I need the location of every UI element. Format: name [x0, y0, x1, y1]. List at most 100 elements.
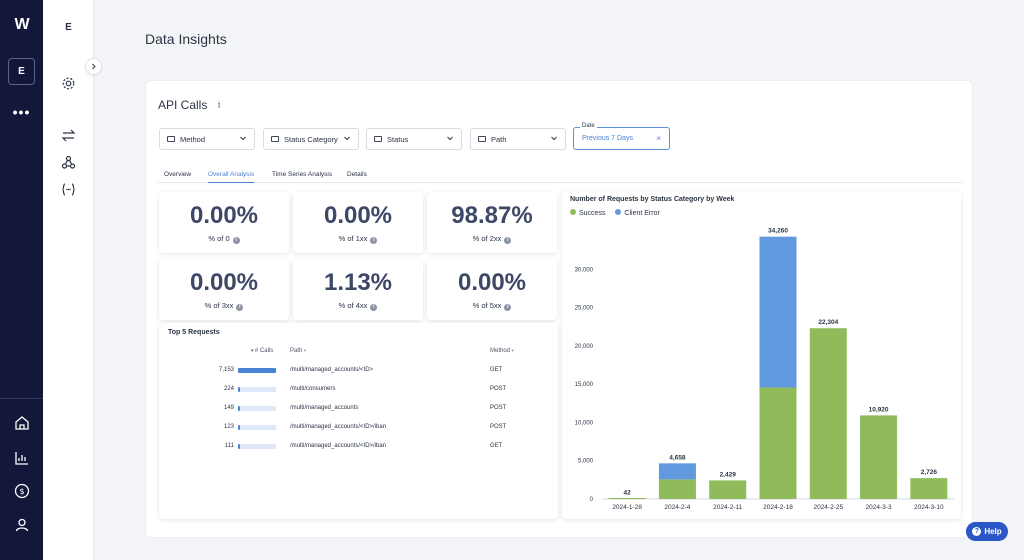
info-icon[interactable]: i	[504, 304, 512, 311]
top-requests-title: Top 5 Requests	[168, 329, 220, 336]
bar-success[interactable]	[910, 478, 948, 499]
info-icon[interactable]: i	[214, 99, 224, 110]
webhooks-icon[interactable]	[60, 154, 77, 171]
table-row[interactable]: 7,153/multi/managed_accounts/<ID> GET	[159, 363, 558, 381]
app-logo[interactable]: W	[14, 16, 29, 33]
tab-time-series-analysis[interactable]: Time Series Analysis	[272, 171, 333, 178]
table-row[interactable]: 224/multi/consumers POST	[159, 382, 558, 400]
stat-value: 0.00%	[457, 269, 527, 296]
billing-icon[interactable]: $	[13, 482, 31, 500]
tab-overall-analysis[interactable]: Overall Analysis	[208, 171, 255, 183]
date-filter-value: Previous 7 Days	[582, 135, 633, 142]
table-row[interactable]: 123/multi/managed_accounts/<ID>/iban POST	[159, 420, 558, 438]
info-icon[interactable]: i	[370, 304, 378, 311]
y-tick-label: 10,000	[575, 420, 594, 426]
path-filter-label: Path	[491, 135, 507, 144]
chart-title: Number of Requests by Status Category by…	[570, 196, 735, 203]
calls-bar-track	[238, 368, 276, 373]
bar-client-error[interactable]	[759, 236, 797, 388]
request-path: /multi/managed_accounts/<ID>/iban	[290, 443, 387, 449]
y-tick-label: 15,000	[575, 382, 594, 388]
stat-value: 0.00%	[189, 269, 259, 296]
info-icon[interactable]: i	[370, 237, 378, 244]
legend-label: Success	[579, 209, 606, 217]
x-tick-label: 2024-2-18	[763, 504, 793, 511]
workspace-switcher[interactable]: E	[8, 58, 35, 85]
stat-value: 0.00%	[323, 202, 393, 229]
help-icon: ?	[972, 527, 982, 536]
status-category-filter[interactable]: Status Category	[263, 128, 359, 150]
calls-bar	[238, 444, 240, 449]
bar-success[interactable]	[608, 498, 646, 499]
home-icon[interactable]	[13, 414, 31, 432]
bar-total-label: 4,658	[669, 454, 686, 461]
svg-text:$: $	[19, 487, 24, 496]
info-icon[interactable]: i	[236, 304, 244, 311]
svg-text:i: i	[218, 101, 221, 110]
legend-item-success[interactable]: Success	[570, 209, 606, 217]
stat-tile-4xx: 1.13% % of 4xx i	[293, 259, 423, 320]
bar-success[interactable]	[759, 387, 797, 499]
table-row[interactable]: 149/multi/managed_accounts POST	[159, 401, 558, 419]
path-filter[interactable]: Path	[470, 128, 566, 150]
analytics-icon[interactable]	[13, 449, 31, 467]
more-menu-icon[interactable]: •••	[12, 104, 31, 120]
user-icon[interactable]	[13, 516, 31, 534]
method-filter[interactable]: Method	[159, 128, 255, 150]
bar-total-label: 2,726	[921, 469, 938, 476]
calls-bar-track	[238, 444, 276, 449]
column-header-method[interactable]: Method ▾	[490, 348, 514, 354]
filter-tag-icon	[374, 136, 382, 142]
info-icon[interactable]: i	[504, 237, 512, 244]
tab-overview[interactable]: Overview	[164, 171, 192, 178]
transfer-arrows-icon[interactable]	[60, 127, 77, 144]
filter-tag-icon	[167, 136, 175, 142]
date-filter-label: Date	[580, 123, 597, 129]
info-icon[interactable]: i	[232, 237, 240, 244]
request-method: POST	[490, 405, 507, 411]
y-tick-label: 25,000	[575, 306, 594, 312]
settings-gear-icon[interactable]	[60, 75, 77, 92]
status-filter[interactable]: Status	[366, 128, 462, 150]
legend-swatch	[570, 209, 576, 215]
workspace-name: E	[65, 22, 72, 33]
bar-total-label: 10,920	[869, 406, 889, 413]
help-button[interactable]: ? Help	[966, 522, 1008, 541]
api-code-icon[interactable]	[60, 181, 77, 198]
calls-bar-track	[238, 425, 276, 430]
bar-success[interactable]	[658, 479, 696, 499]
stat-tile-1xx: 0.00% % of 1xx i	[293, 192, 423, 253]
column-header-path[interactable]: Path ▾	[290, 348, 307, 354]
bar-success[interactable]	[860, 415, 898, 499]
request-method: GET	[490, 367, 503, 373]
request-method: POST	[490, 386, 507, 392]
requests-by-status-chart: Number of Requests by Status Category by…	[562, 191, 961, 519]
table-row[interactable]: 111/multi/managed_accounts/<ID>/iban GET	[159, 439, 558, 457]
stat-label-text: % of 4xx	[338, 301, 368, 310]
api-calls-card: API Calls i Method Status Category Statu…	[145, 80, 973, 538]
tab-details[interactable]: Details	[347, 171, 367, 178]
sidebar-expand-toggle[interactable]	[85, 58, 102, 75]
top-requests-table: Top 5 Requests ▾ # Calls Path ▾ Method ▾…	[159, 323, 558, 519]
status-category-filter-label: Status Category	[284, 135, 338, 144]
calls-bar	[238, 387, 240, 392]
chevron-down-icon	[344, 136, 350, 141]
legend-item-client-error[interactable]: Client Error	[615, 209, 660, 217]
chevron-right-icon	[92, 63, 96, 70]
stat-value: 1.13%	[323, 269, 393, 296]
date-filter[interactable]: Date Previous 7 Days ×	[573, 123, 670, 150]
bar-success[interactable]	[709, 480, 747, 499]
column-header-calls-label: # Calls	[254, 348, 274, 354]
request-path: /multi/managed_accounts/<ID>/iban	[290, 424, 387, 430]
bar-client-error[interactable]	[658, 463, 696, 480]
stat-label-text: % of 3xx	[204, 301, 234, 310]
stat-label-text: % of 1xx	[338, 234, 368, 243]
clear-date-icon[interactable]: ×	[656, 134, 661, 143]
calls-bar-track	[238, 406, 276, 411]
calls-bar	[238, 425, 240, 430]
column-header-calls[interactable]: ▾ # Calls	[251, 348, 274, 354]
bar-success[interactable]	[809, 328, 847, 499]
bar-total-label: 22,304	[818, 319, 838, 326]
